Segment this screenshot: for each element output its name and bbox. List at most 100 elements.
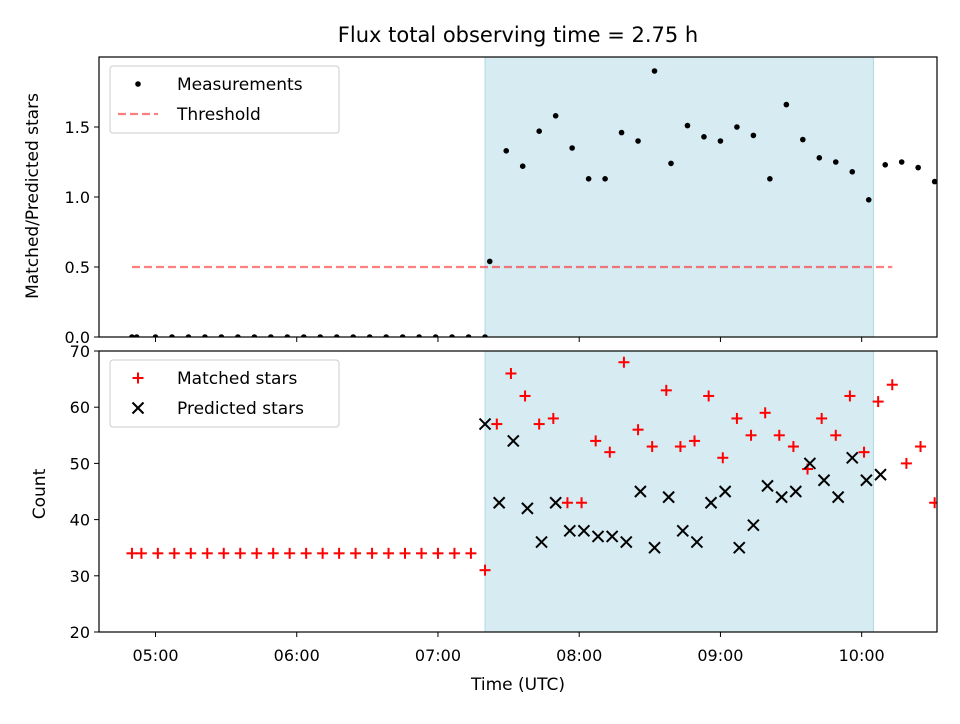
predicted-star-marker	[605, 530, 619, 543]
predicted-star-marker	[648, 541, 661, 554]
matched-star-marker	[561, 497, 573, 509]
matched-star-marker	[448, 547, 460, 559]
matched-star-marker	[491, 418, 503, 430]
observing-window-shade	[484, 350, 874, 633]
matched-star-marker	[465, 547, 477, 559]
predicted-star-marker	[662, 490, 675, 504]
x-axis-label: Time (UTC)	[470, 675, 565, 695]
measurement-point	[668, 160, 674, 167]
measurement-point	[284, 334, 291, 337]
predicted-star-marker	[507, 434, 520, 448]
predicted-star-marker	[577, 524, 591, 538]
legend-box	[109, 359, 340, 428]
matched-star-marker	[479, 564, 491, 576]
predicted-star-marker	[718, 485, 732, 498]
legend-box	[109, 65, 340, 134]
predicted-star-marker	[747, 519, 760, 532]
x-tick-label: 07:00	[415, 646, 461, 665]
matched-star-marker	[717, 452, 729, 464]
measurement-point	[832, 159, 839, 165]
predicted-star-marker	[817, 474, 831, 487]
measurement-point	[449, 334, 455, 337]
matched-star-marker	[383, 547, 395, 559]
predicted-star-marker	[789, 485, 802, 498]
legend-predicted-marker	[131, 401, 145, 415]
predicted-star-marker	[775, 490, 788, 504]
measurement-point	[465, 334, 472, 337]
bottom-y-axis-label: Count	[30, 468, 50, 519]
measurement-point	[552, 113, 559, 119]
measurement-point	[750, 132, 757, 139]
matched-star-marker	[943, 615, 954, 626]
chart-title: Flux total observing time = 2.75 h	[338, 23, 698, 47]
matched-star-marker	[674, 441, 686, 453]
y-tick-label: 1.5	[65, 118, 90, 137]
measurement-point	[882, 162, 889, 168]
measurement-point	[816, 155, 823, 161]
y-tick-label: 30	[70, 567, 90, 586]
matched-star-marker	[168, 547, 180, 559]
measurement-point	[898, 159, 905, 165]
legend-matched-marker	[132, 372, 144, 384]
measurement-point	[486, 258, 493, 265]
x-tick-label: 10:00	[839, 646, 885, 665]
predicted-star-marker	[535, 535, 548, 549]
matched-star-marker	[201, 547, 213, 559]
matched-star-marker	[773, 429, 785, 441]
y-tick-label: 60	[70, 398, 90, 417]
measurement-point	[129, 334, 135, 337]
x-tick-label: 06:00	[274, 646, 320, 665]
plot-area	[129, 68, 954, 337]
matched-star-marker	[844, 390, 856, 402]
legend-label: Predicted stars	[177, 399, 304, 419]
bottom-panel: 20 30 40 50 60 70 Matched stars Predicted stars	[70, 342, 954, 642]
matched-star-marker	[886, 379, 898, 391]
matched-star-marker	[185, 547, 197, 559]
measurement-point	[482, 334, 488, 337]
measurement-point	[432, 334, 439, 337]
measurement-point	[218, 334, 225, 337]
matched-star-marker	[872, 396, 884, 408]
matched-star-marker	[317, 547, 329, 559]
matched-star-marker	[858, 446, 870, 458]
observing-window-shade	[484, 56, 874, 338]
measurement-point	[618, 129, 625, 136]
measurement-point	[915, 164, 921, 171]
predicted-star-marker	[478, 417, 492, 431]
y-tick-label: 50	[70, 454, 90, 473]
matched-star-marker	[816, 412, 828, 424]
matched-star-marker	[333, 547, 345, 559]
measurement-point	[865, 197, 872, 203]
plot-area	[126, 356, 954, 626]
measurement-point	[399, 334, 406, 337]
matched-star-marker	[929, 497, 937, 509]
matched-star-marker	[787, 441, 799, 453]
measurement-point	[602, 176, 608, 182]
measurement-point	[684, 122, 691, 129]
measurement-point	[635, 138, 641, 144]
legend: Measurements Threshold	[109, 65, 340, 134]
predicted-star-marker	[874, 468, 887, 481]
predicted-star-marker	[831, 490, 845, 504]
predicted-star-marker	[591, 530, 605, 543]
measurement-point	[202, 334, 208, 337]
matched-star-marker	[251, 547, 263, 559]
matched-star-marker	[267, 547, 279, 559]
measurement-point	[651, 68, 658, 74]
measurement-point	[519, 163, 526, 169]
measurement-point	[734, 124, 740, 130]
matched-star-marker	[505, 367, 517, 379]
predicted-star-marker	[846, 451, 859, 464]
y-tick-label: 20	[70, 623, 90, 642]
x-tick-label: 08:00	[556, 646, 602, 665]
measurement-point	[333, 334, 340, 337]
predicted-star-marker	[803, 457, 817, 470]
x-tick-label: 05:00	[132, 646, 178, 665]
measurement-point	[948, 156, 954, 162]
y-tick-label: 40	[70, 511, 90, 530]
measurement-point	[783, 101, 790, 108]
predicted-star-marker	[860, 474, 873, 487]
measurement-point	[767, 176, 773, 182]
predicted-star-marker	[549, 496, 562, 509]
measurement-point	[800, 136, 806, 143]
